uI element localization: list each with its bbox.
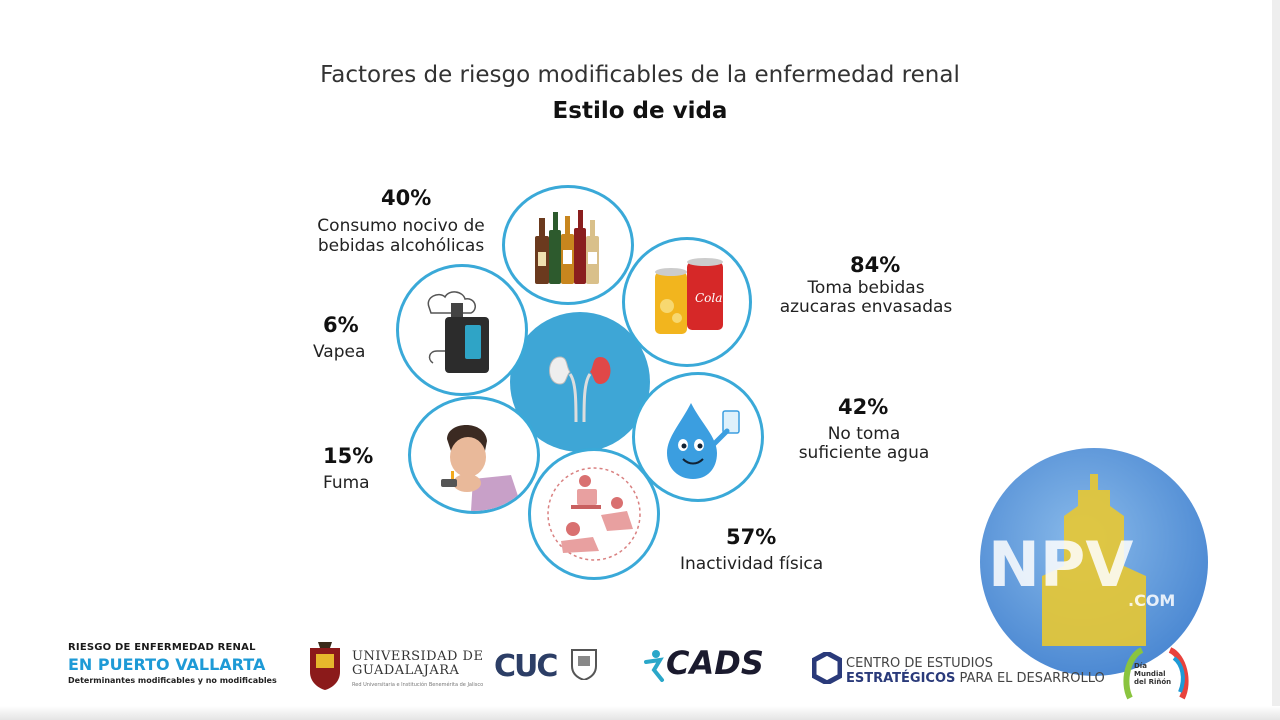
project-line1: RIESGO DE ENFERMEDAD RENAL xyxy=(68,642,256,653)
page-title: Factores de riesgo modificables de la en… xyxy=(320,62,960,88)
ceed-line2-bold: ESTRATÉGICOS xyxy=(846,671,956,686)
npv-suffix: .COM xyxy=(1128,591,1175,610)
smoking-person-icon xyxy=(441,425,523,511)
liquor-bottles-icon xyxy=(535,210,599,284)
sedentary-people-icon xyxy=(547,467,641,561)
kidneys-icon xyxy=(549,356,611,423)
smoking-circle xyxy=(408,396,540,514)
vape-percent: 6% xyxy=(323,313,359,337)
smoke-label: Fuma xyxy=(323,473,370,493)
mundial-line1: Día xyxy=(1134,662,1147,670)
right-edge-strip xyxy=(1272,0,1280,720)
footer-logos: RIESGO DE ENFERMEDAD RENAL EN PUERTO VAL… xyxy=(0,630,1280,706)
cuc-logo: CUC xyxy=(494,646,598,684)
sugary-label-line1: Toma bebidas xyxy=(807,278,925,298)
alcohol-percent: 40% xyxy=(381,186,432,210)
water-percent: 42% xyxy=(838,395,889,419)
mundial-line3: del Riñón xyxy=(1134,678,1172,686)
alcohol-circle xyxy=(502,185,634,305)
mundial-text: Día Mundial del Riñón xyxy=(1134,662,1171,686)
project-line2: EN PUERTO VALLARTA xyxy=(68,655,266,674)
sugary-percent: 84% xyxy=(850,253,901,277)
sugary-drinks-circle: Cola xyxy=(622,237,752,367)
runner-icon xyxy=(644,650,664,682)
kidney-ribbon-icon xyxy=(1123,647,1189,700)
vape-label: Vapea xyxy=(313,342,366,362)
udg-subtitle: Red Universitaria e Institución Beneméri… xyxy=(352,682,484,688)
udg-logo: UNIVERSIDAD DE GUADALAJARA Red Universit… xyxy=(306,642,483,694)
udg-line2: GUADALAJARA xyxy=(352,663,460,678)
water-label-line2: suficiente agua xyxy=(798,443,930,463)
water-circle xyxy=(632,372,764,502)
cads-logo: CADS xyxy=(642,644,764,686)
water-label-line1: No toma xyxy=(827,424,901,444)
smoke-percent: 15% xyxy=(323,444,374,468)
can-label: Cola xyxy=(695,291,722,305)
npv-watermark: NPV .COM xyxy=(978,446,1210,678)
udg-name: UNIVERSIDAD DE GUADALAJARA xyxy=(352,650,483,678)
ceed-logo: CENTRO DE ESTUDIOS ESTRATÉGICOS PARA EL … xyxy=(811,650,1105,688)
udg-line1: UNIVERSIDAD DE xyxy=(352,649,484,664)
sugary-label-line2: azucaras envasadas xyxy=(779,297,953,317)
soda-cans-icon: Cola xyxy=(655,258,723,334)
page-subtitle: Estilo de vida xyxy=(552,98,728,124)
alcohol-label-line1: Consumo nocivo de xyxy=(317,216,485,236)
ceed-line2-rest: PARA EL DESARROLLO xyxy=(955,671,1105,686)
cads-text: CADS xyxy=(666,644,764,682)
inactivity-percent: 57% xyxy=(726,525,777,549)
inactivity-label: Inactividad física xyxy=(680,554,824,574)
cuc-shield-icon xyxy=(570,649,597,682)
bottom-shadow xyxy=(0,706,1280,720)
inactivity-circle xyxy=(528,448,660,580)
project-line3: Determinantes modificables y no modifica… xyxy=(68,676,277,685)
npv-text: NPV xyxy=(988,528,1133,601)
ceed-line1: CENTRO DE ESTUDIOS xyxy=(846,656,993,671)
ceed-line2: ESTRATÉGICOS PARA EL DESARROLLO xyxy=(846,671,1105,686)
hexagon-icon xyxy=(811,650,843,686)
alcohol-label-line2: bebidas alcohólicas xyxy=(317,236,485,256)
cuc-text: CUC xyxy=(494,649,558,684)
project-title: RIESGO DE ENFERMEDAD RENAL EN PUERTO VAL… xyxy=(68,642,277,685)
water-drop-icon xyxy=(667,403,740,479)
mundial-line2: Mundial xyxy=(1134,670,1166,678)
vape-device-icon xyxy=(427,291,489,373)
dia-mundial-rinon-logo: Día Mundial del Riñón xyxy=(1120,642,1192,702)
vape-circle xyxy=(396,264,528,396)
udg-shield-icon xyxy=(310,642,340,690)
